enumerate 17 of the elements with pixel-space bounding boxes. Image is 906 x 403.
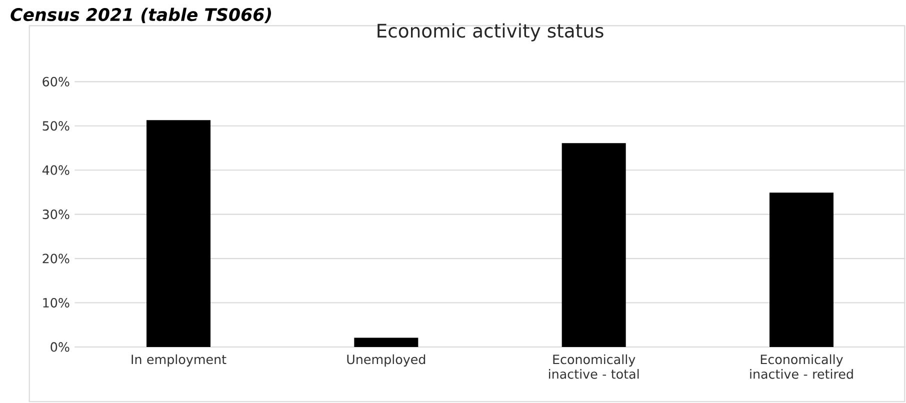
y-tick-label: 0%	[50, 342, 70, 352]
y-tick-label: 30%	[42, 210, 70, 220]
y-tick-label: 10%	[43, 298, 70, 308]
y-tick-label: 20%	[42, 254, 70, 264]
chart-title: Economic activity status	[378, 23, 604, 42]
y-tick-label: 50%	[42, 121, 70, 131]
y-tick-label: 60%	[42, 76, 70, 86]
x-tick-label: In employment	[132, 354, 226, 367]
text: Census 2021 (table TS066)	[10, 8, 272, 24]
x-tick-label: Unemployed	[347, 354, 426, 367]
bar	[146, 120, 211, 347]
bar	[769, 192, 834, 347]
x-tick-label: Economically inactive - retired	[750, 354, 853, 379]
x-tick-label: Economically inactive - total	[549, 354, 639, 379]
bar	[354, 338, 418, 347]
bar	[562, 143, 626, 347]
y-tick-label: 40%	[42, 165, 70, 175]
